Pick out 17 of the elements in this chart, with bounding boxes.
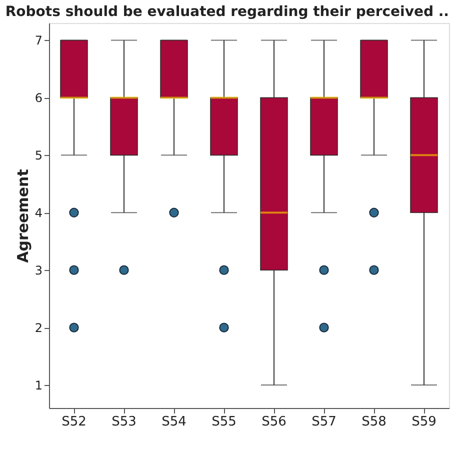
x-tick-label: S55 <box>212 414 236 430</box>
x-tick-label: S56 <box>262 414 286 430</box>
y-tick-label: 7 <box>34 34 42 48</box>
y-tick-label: 6 <box>34 91 42 106</box>
y-axis-title: Agreement <box>14 169 32 263</box>
x-tick-label: S54 <box>162 414 186 430</box>
y-tick-label: 5 <box>34 148 42 163</box>
y-tick-label: 2 <box>34 321 42 336</box>
x-tick-label: S53 <box>112 414 136 430</box>
y-tick-label: 3 <box>34 264 42 278</box>
x-tick-label: S52 <box>62 414 86 430</box>
y-tick-label: 4 <box>34 206 42 220</box>
x-tick-label: S59 <box>412 414 436 430</box>
x-tick-label: S58 <box>362 414 386 430</box>
chart-title: Robots should be evaluated regarding their perceived .. <box>5 4 449 20</box>
y-tick-label: 1 <box>34 378 42 393</box>
x-tick-label: S57 <box>312 414 336 430</box>
